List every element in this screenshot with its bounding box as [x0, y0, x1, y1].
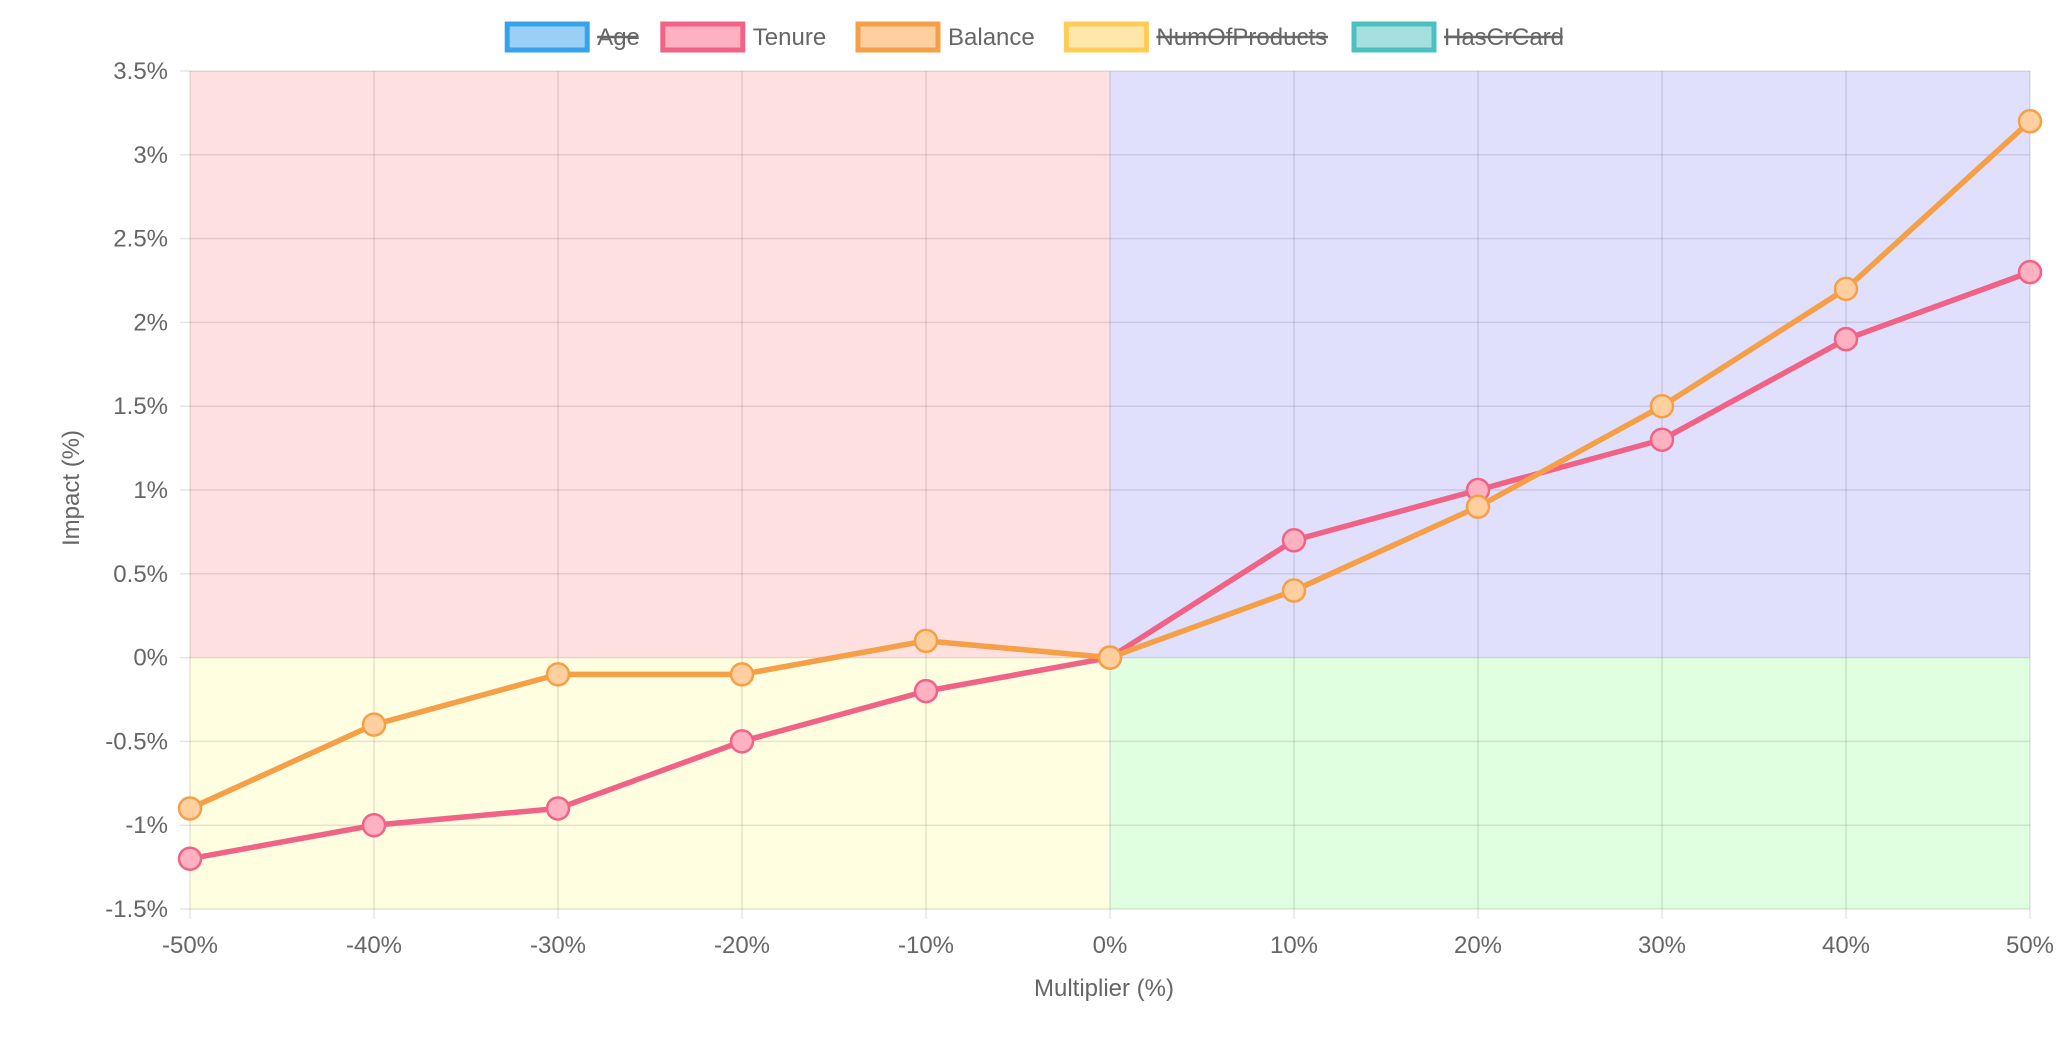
x-axis-ticks: -50% -40% -30% -20% -10% 0% 10% 20% 30% 40% 50% [162, 932, 2054, 959]
series-balance [177, 109, 2043, 821]
legend-swatch-numofproducts [1063, 21, 1149, 53]
y-tick-label: -0.5% [105, 728, 168, 755]
y-tick-label: 3% [133, 142, 168, 169]
x-tick-label: 40% [1822, 932, 1870, 959]
quadrant-top-left [190, 71, 1110, 658]
data-point-tenure[interactable] [1281, 528, 1307, 553]
x-tick-label: 0% [1093, 932, 1128, 959]
legend-item-balance[interactable]: Balance [855, 21, 1035, 53]
data-point-balance[interactable] [1649, 393, 1675, 419]
x-axis-title: Multiplier (%) [1034, 975, 1174, 1002]
x-tick-label: 10% [1270, 932, 1318, 959]
series-layer [177, 109, 2043, 871]
y-tick-label: 2.5% [113, 226, 168, 253]
x-tick-label: 30% [1638, 932, 1686, 959]
data-point-balance[interactable] [1465, 494, 1491, 520]
y-tick-label: 2% [133, 309, 168, 336]
y-axis-ticks: -1.5% -1% -0.5% 0% 0.5% 1% 1.5% 2% 2.5% 3% 3.5% [105, 58, 168, 923]
x-tick-label: -40% [346, 932, 402, 959]
data-point-tenure[interactable] [729, 729, 755, 754]
legend: Age Tenure Balance NumOfProducts HasCrCard [504, 21, 1564, 53]
y-tick-label: 1% [133, 477, 168, 504]
y-tick-label: 0% [133, 645, 168, 672]
legend-swatch-balance [855, 21, 941, 53]
legend-swatch-age [504, 21, 590, 53]
y-axis-title: Impact (%) [58, 430, 85, 546]
data-point-balance[interactable] [177, 796, 203, 821]
data-point-balance[interactable] [1833, 276, 1859, 302]
x-tick-label: -50% [162, 932, 218, 959]
data-point-tenure[interactable] [1649, 427, 1675, 452]
legend-label-balance: Balance [948, 24, 1035, 51]
quadrant-bottom-left [190, 657, 1110, 909]
legend-swatch-tenure [660, 21, 746, 53]
data-point-tenure[interactable] [545, 796, 571, 821]
legend-item-age[interactable]: Age [504, 21, 640, 53]
x-tick-label: 20% [1454, 932, 1502, 959]
data-point-balance[interactable] [545, 662, 571, 687]
data-point-balance[interactable] [361, 712, 387, 737]
data-point-balance[interactable] [1281, 578, 1307, 603]
legend-item-numofproducts[interactable]: NumOfProducts [1063, 21, 1328, 53]
legend-item-tenure[interactable]: Tenure [660, 21, 826, 53]
quadrant-backgrounds [190, 71, 2030, 909]
legend-swatch-hascrcard [1351, 21, 1437, 53]
y-tick-label: 1.5% [113, 393, 168, 420]
grid-lines [180, 70, 2031, 919]
x-tick-label: 50% [2006, 932, 2054, 959]
data-point-tenure[interactable] [2017, 259, 2043, 285]
y-tick-label: 0.5% [113, 561, 168, 588]
y-tick-label: -1% [125, 812, 168, 839]
data-point-tenure[interactable] [177, 846, 203, 871]
y-tick-label: -1.5% [105, 896, 168, 923]
quadrant-bottom-right [1110, 657, 2030, 909]
legend-label-tenure: Tenure [753, 24, 826, 51]
data-point-balance[interactable] [2017, 109, 2043, 134]
data-point-tenure[interactable] [1833, 326, 1859, 352]
data-point-balance[interactable] [729, 662, 755, 687]
y-tick-label: 3.5% [113, 58, 168, 85]
data-point-tenure[interactable] [913, 678, 939, 704]
legend-item-hascrcard[interactable]: HasCrCard [1351, 21, 1564, 53]
x-tick-label: -30% [530, 932, 586, 959]
x-tick-label: -10% [898, 932, 954, 959]
data-point-balance[interactable] [913, 628, 939, 654]
data-point-tenure[interactable] [361, 812, 387, 838]
x-tick-label: -20% [714, 932, 770, 959]
data-point-balance[interactable] [1097, 645, 1123, 670]
